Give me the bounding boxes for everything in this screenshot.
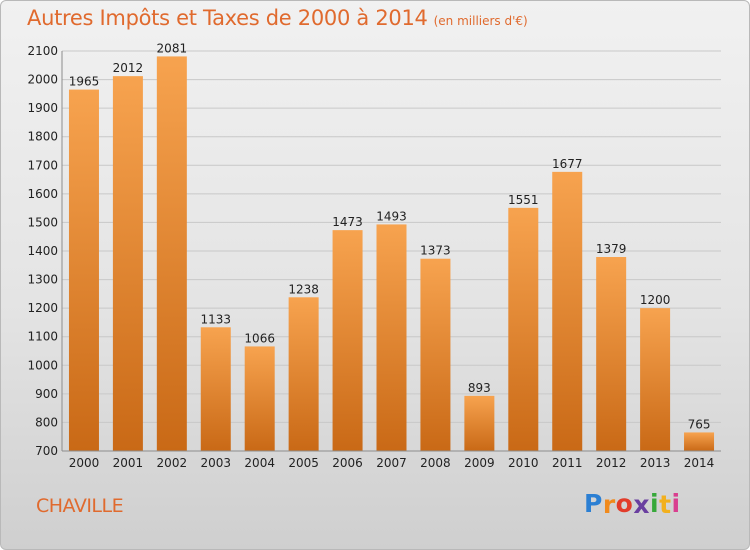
y-tick-label: 1700 [27, 158, 58, 172]
data-label: 1200 [640, 293, 671, 307]
bar-2006 [332, 230, 363, 451]
bar-2011 [552, 171, 583, 451]
x-tick-label: 2005 [288, 456, 319, 470]
x-axis: 2000 2001 2002 2003 2004 2005 2006 2007 2008 2009… [62, 450, 721, 470]
logo-letter: P [584, 489, 603, 518]
data-label: 1677 [552, 157, 583, 171]
x-tick-label: 2010 [508, 456, 539, 470]
logo-letter: t [659, 490, 672, 519]
bar-2007 [376, 224, 407, 451]
logo-letter: i [671, 489, 681, 518]
y-tick-label: 1400 [27, 244, 58, 258]
x-tick-label: 2011 [552, 456, 583, 470]
bar-2004 [244, 346, 275, 451]
data-label: 1373 [420, 244, 451, 258]
bar-2008 [420, 258, 451, 451]
data-label: 1473 [332, 215, 363, 229]
x-tick-label: 2009 [464, 456, 495, 470]
data-label: 765 [688, 417, 711, 431]
y-axis: 700 800 900 1000 1100 1200 1300 1400 1500 1600 170… [27, 44, 63, 458]
bar-2013 [640, 308, 671, 451]
logo-letter: r [602, 490, 616, 519]
y-tick-label: 800 [35, 415, 58, 429]
y-tick-label: 2000 [27, 73, 58, 87]
x-tick-label: 2002 [157, 456, 188, 470]
x-tick-label: 2014 [684, 456, 715, 470]
bar-2010 [508, 207, 539, 451]
bar-2002 [156, 56, 187, 452]
y-tick-label: 700 [35, 444, 58, 458]
x-tick-label: 2013 [640, 456, 671, 470]
y-tick-label: 1100 [27, 330, 58, 344]
proxiti-logo: Proxiti [584, 489, 681, 519]
x-tick-label: 2007 [376, 456, 407, 470]
y-tick-label: 2100 [27, 44, 58, 58]
place-name: CHAVILLE [36, 495, 124, 517]
x-tick-label: 2008 [420, 456, 451, 470]
x-tick-label: 2001 [113, 456, 144, 470]
chart-title-text: Autres Impôts et Taxes de 2000 à 2014 [27, 6, 428, 30]
chart-subtitle: (en milliers d'€) [433, 14, 528, 28]
data-label: 893 [468, 381, 491, 395]
x-tick-label: 2006 [332, 456, 363, 470]
y-tick-label: 1000 [27, 358, 58, 372]
data-label: 1965 [69, 75, 100, 89]
y-tick-label: 1200 [27, 301, 58, 315]
bar-2014 [684, 432, 715, 451]
data-label: 1493 [376, 209, 407, 223]
bar-2009 [464, 395, 495, 451]
data-label: 2081 [157, 41, 188, 55]
x-tick-label: 2004 [244, 456, 275, 470]
data-label: 1238 [288, 282, 319, 296]
data-label: 1379 [596, 242, 627, 256]
bar-2001 [112, 76, 143, 452]
data-label: 1066 [244, 331, 275, 345]
y-tick-label: 900 [35, 387, 58, 401]
bar-2005 [288, 297, 319, 451]
y-tick-label: 1800 [27, 130, 58, 144]
y-tick-label: 1500 [27, 215, 58, 229]
data-label: 1551 [508, 193, 539, 207]
x-tick-label: 2012 [596, 456, 627, 470]
y-tick-label: 1600 [27, 187, 58, 201]
bar-2000 [68, 89, 99, 452]
logo-letter: x [633, 490, 650, 519]
bars: 1965 2012 2081 1133 1066 1238 1473 1493 1373 893 1… [68, 41, 715, 452]
chart-title: Autres Impôts et Taxes de 2000 à 2014 (en… [27, 6, 528, 30]
bar-2003 [200, 327, 231, 451]
y-tick-label: 1300 [27, 273, 58, 287]
logo-letter: i [650, 489, 660, 518]
data-label: 1133 [200, 312, 231, 326]
y-tick-label: 1900 [27, 101, 58, 115]
bar-2012 [596, 257, 627, 451]
data-label: 2012 [113, 61, 144, 75]
logo-letter: o [615, 489, 634, 518]
x-tick-label: 2003 [200, 456, 231, 470]
x-tick-label: 2000 [69, 456, 100, 470]
